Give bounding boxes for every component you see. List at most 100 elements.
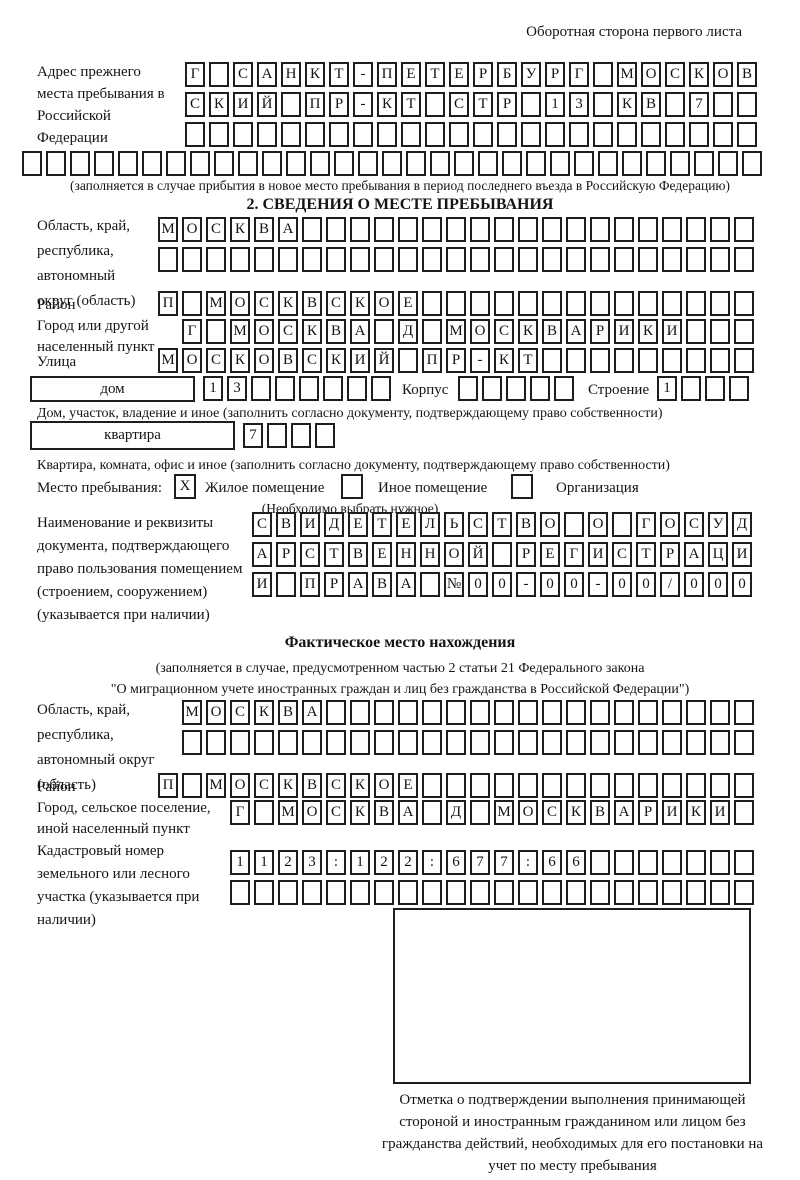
form-cell[interactable]: [305, 122, 325, 147]
form-cell[interactable]: [446, 730, 466, 755]
form-cell[interactable]: [446, 247, 466, 272]
form-cell[interactable]: [374, 319, 394, 344]
form-cell[interactable]: К: [209, 92, 229, 117]
form-cell[interactable]: [374, 880, 394, 905]
form-cell[interactable]: [662, 880, 682, 905]
form-cell[interactable]: С: [494, 319, 514, 344]
form-cell[interactable]: [566, 291, 586, 316]
form-cell[interactable]: [612, 512, 632, 537]
form-cell[interactable]: [458, 376, 478, 401]
form-cell[interactable]: [662, 247, 682, 272]
form-cell[interactable]: К: [278, 291, 298, 316]
korpus-row[interactable]: [458, 376, 574, 401]
form-cell[interactable]: Р: [446, 348, 466, 373]
form-cell[interactable]: [374, 217, 394, 242]
form-cell[interactable]: Р: [497, 92, 517, 117]
form-cell[interactable]: Р: [545, 62, 565, 87]
form-cell[interactable]: [326, 730, 346, 755]
form-cell[interactable]: С: [468, 512, 488, 537]
form-cell[interactable]: [494, 247, 514, 272]
form-cell[interactable]: [470, 291, 490, 316]
form-cell[interactable]: С: [206, 348, 226, 373]
form-cell[interactable]: [446, 700, 466, 725]
form-cell[interactable]: [518, 291, 538, 316]
form-cell[interactable]: О: [660, 512, 680, 537]
form-cell[interactable]: О: [230, 773, 250, 798]
form-cell[interactable]: [590, 700, 610, 725]
form-cell[interactable]: [398, 348, 418, 373]
form-cell[interactable]: 7: [243, 423, 263, 448]
form-cell[interactable]: [710, 319, 730, 344]
form-cell[interactable]: [593, 122, 613, 147]
form-cell[interactable]: 7: [689, 92, 709, 117]
form-cell[interactable]: [262, 151, 282, 176]
form-cell[interactable]: Е: [398, 291, 418, 316]
form-cell[interactable]: [566, 217, 586, 242]
form-cell[interactable]: [492, 542, 512, 567]
form-cell[interactable]: [22, 151, 42, 176]
form-cell[interactable]: О: [540, 512, 560, 537]
form-cell[interactable]: [422, 247, 442, 272]
form-cell[interactable]: [398, 730, 418, 755]
form-cell[interactable]: Г: [636, 512, 656, 537]
form-cell[interactable]: [638, 773, 658, 798]
form-cell[interactable]: [470, 217, 490, 242]
form-cell[interactable]: [470, 247, 490, 272]
form-cell[interactable]: П: [422, 348, 442, 373]
form-cell[interactable]: [230, 247, 250, 272]
form-cell[interactable]: [686, 348, 706, 373]
form-cell[interactable]: Р: [324, 572, 344, 597]
form-cell[interactable]: С: [302, 348, 322, 373]
form-cell[interactable]: К: [230, 348, 250, 373]
form-cell[interactable]: -: [353, 92, 373, 117]
form-cell[interactable]: С: [278, 319, 298, 344]
form-cell[interactable]: [326, 700, 346, 725]
form-cell[interactable]: Е: [401, 62, 421, 87]
form-cell[interactable]: [401, 122, 421, 147]
form-cell[interactable]: [425, 122, 445, 147]
form-cell[interactable]: [278, 730, 298, 755]
form-cell[interactable]: 2: [398, 850, 418, 875]
form-cell[interactable]: С: [233, 62, 253, 87]
form-cell[interactable]: [502, 151, 522, 176]
form-cell[interactable]: С: [206, 217, 226, 242]
form-cell[interactable]: [310, 151, 330, 176]
form-cell[interactable]: И: [662, 319, 682, 344]
form-cell[interactable]: Н: [396, 542, 416, 567]
form-cell[interactable]: [350, 880, 370, 905]
form-cell[interactable]: [278, 880, 298, 905]
form-cell[interactable]: [430, 151, 450, 176]
form-cell[interactable]: [670, 151, 690, 176]
form-cell[interactable]: [542, 880, 562, 905]
form-cell[interactable]: [190, 151, 210, 176]
form-cell[interactable]: П: [300, 572, 320, 597]
form-cell[interactable]: О: [182, 217, 202, 242]
form-cell[interactable]: Г: [564, 542, 584, 567]
form-cell[interactable]: [406, 151, 426, 176]
form-cell[interactable]: :: [518, 850, 538, 875]
stay-type-checkbox-residential[interactable]: X: [174, 474, 196, 499]
form-cell[interactable]: [689, 122, 709, 147]
form-cell[interactable]: [446, 773, 466, 798]
form-cell[interactable]: [705, 376, 725, 401]
form-cell[interactable]: [494, 700, 514, 725]
form-cell[interactable]: [254, 247, 274, 272]
form-cell[interactable]: И: [252, 572, 272, 597]
form-cell[interactable]: [302, 247, 322, 272]
form-cell[interactable]: [638, 247, 658, 272]
form-cell[interactable]: С: [542, 800, 562, 825]
form-cell[interactable]: [299, 376, 319, 401]
form-cell[interactable]: С: [254, 291, 274, 316]
form-cell[interactable]: 0: [612, 572, 632, 597]
form-cell[interactable]: Т: [636, 542, 656, 567]
form-cell[interactable]: [665, 122, 685, 147]
form-cell[interactable]: А: [396, 572, 416, 597]
form-cell[interactable]: [710, 880, 730, 905]
form-cell[interactable]: О: [518, 800, 538, 825]
form-cell[interactable]: [420, 572, 440, 597]
form-cell[interactable]: В: [302, 291, 322, 316]
form-cell[interactable]: -: [516, 572, 536, 597]
form-cell[interactable]: [542, 730, 562, 755]
